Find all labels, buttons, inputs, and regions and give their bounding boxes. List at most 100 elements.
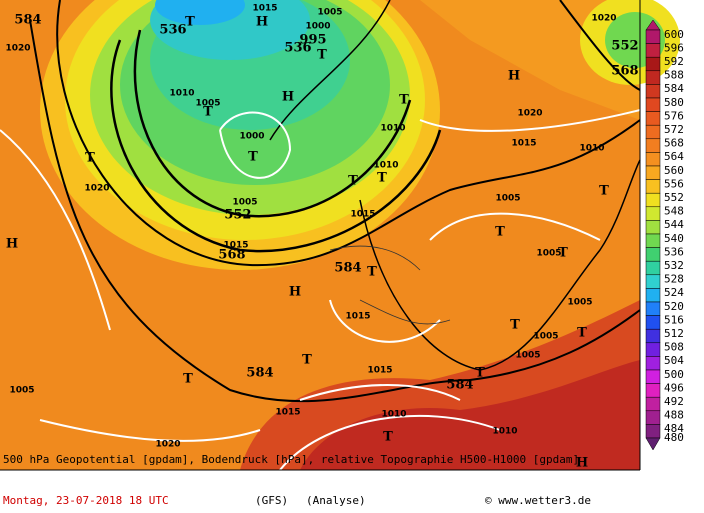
pressure-center: T [510,318,520,333]
contour-label: 1020 [5,44,30,54]
colorbar-label: 560 [664,164,684,177]
colorbar-swatch [645,233,661,248]
colorbar-swatch [645,165,661,180]
contour-label: 1020 [517,109,542,119]
contour-label: 552 [611,39,638,54]
colorbar-label: 552 [664,191,684,204]
contour-label: 1020 [155,440,180,450]
contour-label: 536 [284,41,311,56]
colorbar-swatch [645,260,661,276]
colorbar-label: 592 [664,55,684,68]
colorbar-label: 484 [664,422,684,435]
pressure-center: T [599,184,609,199]
contour-label: 1015 [223,241,248,251]
colorbar-swatch [645,56,661,72]
colorbar-swatch [645,315,661,330]
footer-run: (Analyse) [306,494,366,507]
colorbar-label: 556 [664,177,684,190]
pressure-center: T [317,48,327,63]
colorbar-swatch [645,43,661,58]
pressure-center: T [203,105,213,120]
colorbar-swatch [645,301,661,316]
pressure-center: H [289,285,301,300]
colorbar-swatch [645,179,661,194]
pressure-center: T [302,353,312,368]
contour-label: 584 [14,13,41,28]
colorbar-label: 536 [664,245,684,258]
contour-label: 1005 [195,99,220,109]
contour-label: 584 [334,261,361,276]
colorbar-swatch [645,328,661,344]
colorbar-swatch [645,424,661,439]
colorbar-swatch [645,383,661,398]
pressure-center: H [508,69,520,84]
contour-label: 1015 [511,139,536,149]
contour-label: 584 [246,366,273,381]
colorbar-label: 520 [664,300,684,313]
colorbar-label: 568 [664,137,684,150]
pressure-center: T [85,151,95,166]
contour-label: 536 [159,23,186,38]
colorbar-label: 548 [664,205,684,218]
footer-model: (GFS) [255,494,288,507]
colorbar-swatch [645,124,661,140]
colorbar-swatch [645,29,661,44]
pressure-center: T [377,171,387,186]
footer-date: Montag, 23-07-2018 18 UTC [3,494,169,507]
contour-label: 1005 [232,198,257,208]
footer-credit: © www.wetter3.de [485,494,591,507]
contour-label: 1005 [536,249,561,259]
colorbar-label: 516 [664,313,684,326]
colorbar-label: 588 [664,69,684,82]
contour-label: 1010 [381,410,406,420]
colorbar-swatch [645,192,661,208]
colorbar-swatch [645,288,661,303]
map-field [0,0,680,471]
contour-label: 1015 [252,4,277,14]
colorbar-swatch [645,152,661,167]
colorbar-label: 572 [664,123,684,136]
colorbar-label: 596 [664,41,684,54]
colorbar-arrow [645,437,661,451]
colorbar-swatch [645,342,661,357]
contour-label: 1005 [9,386,34,396]
contour-label: 1010 [169,89,194,99]
contour-label: 584 [446,378,473,393]
pressure-center: T [558,246,568,261]
pressure-center: T [185,15,195,30]
colorbar-label: 524 [664,286,684,299]
colorbar-label: 492 [664,395,684,408]
contour-label: 1015 [275,408,300,418]
colorbar-label: 496 [664,381,684,394]
colorbar-label: 540 [664,232,684,245]
colorbar-label: 504 [664,354,684,367]
colorbar-swatch [645,70,661,85]
contour-label: 1005 [495,194,520,204]
pressure-center: T [383,430,393,445]
colorbar-label: 580 [664,96,684,109]
colorbar-label: 600 [664,28,684,41]
colorbar-swatch [645,410,661,425]
colorbar-swatch [645,97,661,112]
colorbar-swatch [645,356,661,371]
colorbar-swatch [645,220,661,235]
colorbar-swatch [645,206,661,221]
colorbar-label: 512 [664,327,684,340]
pressure-center: T [475,366,485,381]
colorbar: 6005965925885845805765725685645605565525… [645,19,684,451]
contour-label: 1005 [317,8,342,18]
contour-label: 1005 [567,298,592,308]
contour-label: 1010 [380,124,405,134]
pressure-center: H [576,456,588,471]
pressure-center: T [399,93,409,108]
colorbar-label: 528 [664,273,684,286]
contour-label: 1000 [239,132,264,142]
colorbar-label: 488 [664,409,684,422]
pressure-center: T [577,326,587,341]
colorbar-swatch [645,84,661,99]
pressure-center: T [248,150,258,165]
colorbar-swatch [645,247,661,262]
contour-label: 1000 [305,22,330,32]
